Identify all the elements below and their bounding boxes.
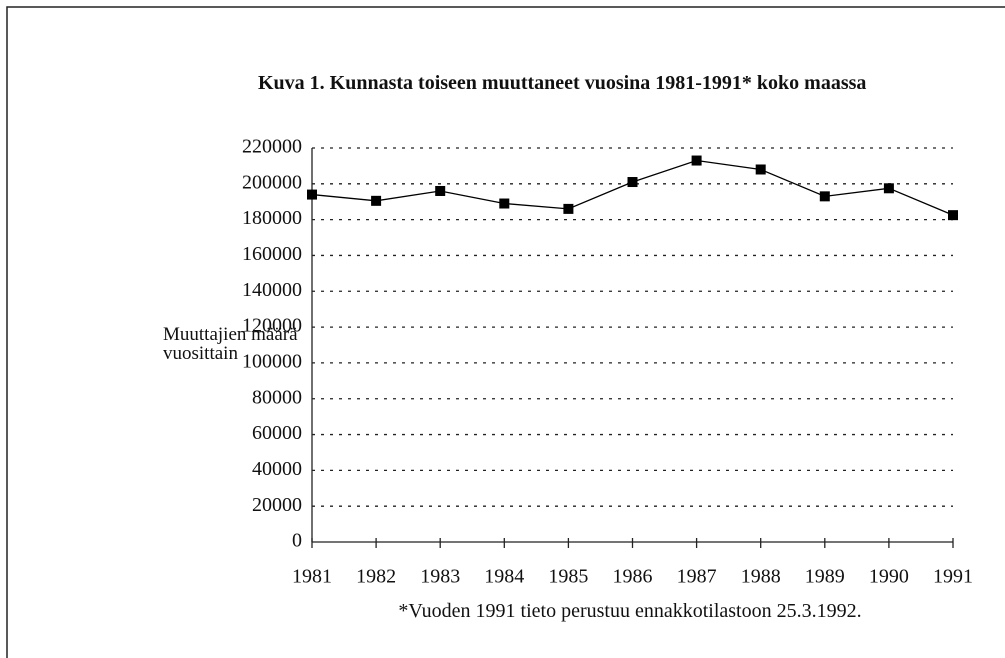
x-tick-label: 1981 — [292, 566, 332, 588]
y-tick-label: 220000 — [242, 136, 302, 158]
marker — [627, 177, 638, 188]
marker — [307, 189, 317, 200]
y-tick-label: 200000 — [242, 171, 302, 193]
y-tick-label: 100000 — [242, 351, 302, 373]
marker — [371, 195, 382, 206]
y-tick-label: 160000 — [242, 243, 302, 265]
y-tick-label: 180000 — [242, 207, 302, 229]
y-tick-label: 60000 — [252, 422, 302, 444]
x-tick-label: 1991 — [933, 566, 973, 588]
x-tick-label: 1989 — [805, 566, 845, 588]
y-tick-label: 20000 — [252, 494, 302, 516]
x-tick-label: 1988 — [741, 566, 781, 588]
marker — [691, 155, 702, 166]
y-tick-label: 80000 — [252, 386, 302, 408]
y-tick-label: 40000 — [252, 458, 302, 480]
marker — [948, 210, 958, 221]
x-tick-label: 1986 — [613, 566, 653, 588]
line — [311, 159, 954, 216]
footnote: *Vuoden 1991 tieto perustuu ennakkotilas… — [398, 600, 862, 622]
x-tick-label: 1987 — [677, 566, 717, 588]
marker — [499, 198, 510, 209]
y-axis-label: Muuttajien määrä vuosittain — [163, 324, 298, 364]
marker — [883, 183, 894, 194]
x-tick-label: 1984 — [484, 566, 524, 588]
marker — [435, 185, 446, 196]
frame — [6, 6, 1005, 658]
x-tick-label: 1983 — [420, 566, 460, 588]
chart-title: Kuva 1. Kunnasta toiseen muuttaneet vuos… — [258, 72, 867, 94]
x-tick-label: 1982 — [356, 566, 396, 588]
x-tick-label: 1985 — [548, 566, 588, 588]
x-tick-label: 1990 — [869, 566, 909, 588]
marker — [563, 203, 574, 214]
y-tick-label: 140000 — [242, 279, 302, 301]
y-tick-label: 0 — [292, 530, 302, 552]
y-tick-label: 120000 — [242, 315, 302, 337]
marker — [755, 164, 766, 175]
marker — [819, 191, 830, 202]
